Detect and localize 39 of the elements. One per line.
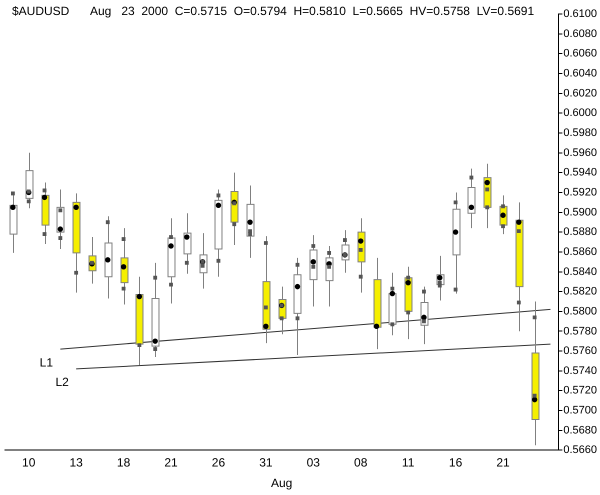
y-tick-label: 0.5980 — [563, 126, 598, 139]
y-tick-label: 0.5860 — [563, 246, 598, 258]
x-tick-label: 18 — [116, 456, 131, 470]
x-tick-label: 13 — [69, 456, 84, 470]
x-tick-label: 26 — [212, 456, 226, 470]
y-tick-label: 0.6040 — [563, 68, 598, 80]
chart-subtitle: Aug 23 2000 C=0.5715 O=0.5794 H=0.5810 L=0.5665 HV=0.5758 LV=0.5691 — [90, 4, 534, 18]
x-tick-label: 03 — [306, 456, 320, 470]
y-tick-label: 0.6060 — [563, 48, 598, 60]
y-tick-label: 0.5780 — [563, 325, 598, 338]
y-tick-label: 0.6100 — [563, 8, 598, 20]
y-tick-label: 0.6000 — [563, 107, 598, 120]
y-tick-label: 0.5900 — [563, 206, 598, 218]
y-tick-label: 0.5660 — [563, 444, 598, 456]
y-tick-label: 0.5700 — [563, 404, 598, 417]
y-tick-label: 0.5820 — [563, 286, 598, 298]
y-tick-label: 0.5740 — [563, 364, 598, 377]
x-tick-label: 11 — [402, 456, 415, 470]
x-tick-label: 16 — [448, 456, 463, 470]
series-label: L1 — [40, 355, 54, 370]
x-tick-label: 21 — [164, 456, 178, 470]
y-tick-label: 0.5960 — [563, 146, 598, 159]
x-axis-title: Aug — [271, 476, 292, 490]
y-tick-label: 0.5800 — [563, 305, 598, 318]
x-tick-label: 10 — [22, 456, 36, 470]
chart-title: $AUDUSD — [12, 4, 70, 18]
y-tick-label: 0.5840 — [563, 266, 598, 278]
y-tick-label: 0.5920 — [563, 186, 598, 198]
y-tick-label: 0.5760 — [563, 345, 598, 358]
x-tick-label: 21 — [496, 456, 510, 470]
x-tick-label: 08 — [354, 456, 368, 470]
y-tick-label: 0.6080 — [563, 28, 598, 40]
y-tick-label: 0.5880 — [563, 226, 598, 238]
y-tick-label: 0.5680 — [563, 424, 598, 436]
x-tick-label: 31 — [259, 456, 273, 470]
y-tick-label: 0.6020 — [563, 87, 598, 100]
series-label: L2 — [55, 375, 70, 390]
y-tick-label: 0.5940 — [563, 166, 598, 179]
y-tick-label: 0.5720 — [563, 384, 598, 397]
